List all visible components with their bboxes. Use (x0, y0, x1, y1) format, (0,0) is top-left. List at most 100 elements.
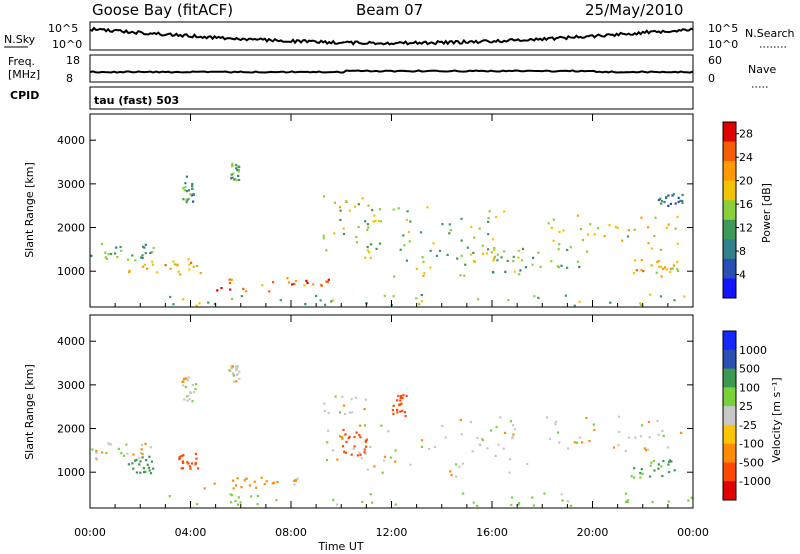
echo-cell (104, 251, 107, 254)
echo-cell (380, 424, 383, 427)
echo-cell (296, 477, 299, 480)
echo-cell (147, 466, 150, 469)
echo-cell (422, 260, 425, 263)
echo-cell (188, 263, 191, 266)
echo-cell (184, 186, 187, 189)
echo-cell (268, 290, 271, 293)
echo-cell (406, 210, 409, 213)
echo-cell (345, 440, 348, 444)
echo-cell (650, 264, 653, 267)
echo-cell (287, 281, 291, 284)
echo-cell (461, 462, 465, 465)
echo-cell (131, 462, 134, 465)
noise-tick-top-left: 10^5 (48, 22, 78, 35)
echo-cell (146, 267, 149, 270)
echo-cell (640, 216, 643, 219)
echo-cell (396, 411, 399, 414)
y-tick-label: 2000 (57, 423, 85, 436)
echo-cell (641, 472, 644, 475)
echo-cell (420, 439, 423, 442)
echo-cell (485, 252, 489, 255)
echo-cell (192, 200, 195, 203)
echo-cell (558, 243, 561, 246)
echo-cell (230, 494, 233, 497)
echo-cell (364, 256, 367, 259)
echo-cell (560, 264, 563, 267)
echo-cell (375, 247, 378, 250)
y-tick-label: 4000 (57, 134, 85, 147)
echo-cell (228, 281, 232, 285)
echo-cell (364, 440, 367, 443)
echo-cell (327, 429, 330, 432)
echo-cell (391, 409, 394, 412)
echo-cell (363, 408, 366, 411)
echo-cell (665, 226, 668, 229)
echo-cell (554, 423, 557, 426)
echo-cell (377, 219, 380, 223)
echo-cell (138, 463, 141, 466)
echo-cell (581, 238, 584, 242)
echo-cell (325, 280, 328, 283)
echo-cell (478, 443, 481, 446)
echo-cell (657, 433, 660, 436)
echo-cell (592, 423, 595, 426)
echo-cell (667, 194, 670, 197)
echo-cell (533, 295, 536, 298)
echo-cell (127, 258, 130, 261)
echo-cell (135, 458, 138, 461)
echo-cell (182, 384, 185, 387)
colorbar-segment (723, 424, 736, 445)
echo-cell (650, 247, 654, 250)
echo-cell (104, 256, 107, 259)
echo-cell (191, 187, 194, 190)
echo-cell (344, 433, 347, 436)
echo-cell (184, 385, 187, 389)
echo-cell (470, 225, 473, 228)
echo-cell (240, 295, 243, 298)
echo-cell (486, 447, 489, 450)
echo-cell (493, 247, 496, 250)
echo-cell (481, 439, 484, 442)
echo-cell (358, 451, 361, 454)
echo-cell (184, 182, 187, 185)
echo-cell (237, 174, 240, 177)
echo-cell (291, 283, 294, 286)
echo-cell (676, 215, 679, 218)
echo-cell (194, 463, 197, 466)
echo-cell (183, 398, 186, 401)
echo-cell (236, 165, 239, 168)
echo-cell (140, 443, 143, 447)
echo-cell (667, 500, 670, 503)
echo-cell (355, 235, 358, 239)
echo-cell (185, 190, 188, 193)
echo-cell (662, 460, 665, 463)
power-colorbar: 4 8 12 16 20 24 28 (722, 121, 753, 299)
echo-cell (381, 471, 384, 474)
echo-cell (383, 294, 386, 297)
echo-cell (512, 433, 515, 436)
echo-cell (673, 299, 676, 302)
echo-cell (231, 164, 234, 167)
y-tick-label: 2000 (57, 222, 85, 235)
velocity-ylabel: Slant Range [km] (23, 364, 36, 460)
echo-cell (340, 436, 343, 439)
echo-cell (665, 196, 668, 199)
station-title: Goose Bay (fitACF) (92, 1, 233, 19)
cpid-text: tau (fast) 503 (94, 94, 179, 107)
echo-cell (657, 467, 660, 470)
x-tick-label: 16:00 (476, 526, 508, 539)
echo-cell (588, 439, 591, 443)
echo-cell (342, 404, 346, 407)
echo-cell (624, 449, 627, 453)
echo-cell (496, 259, 499, 262)
echo-cell (234, 163, 238, 167)
echo-cell (654, 216, 657, 219)
echo-cell (472, 260, 475, 263)
echo-cell (387, 430, 390, 433)
echo-cell (550, 226, 553, 229)
echo-cell (359, 424, 362, 427)
colorbar-segment (723, 387, 736, 407)
echo-cell (645, 449, 648, 452)
echo-cell (348, 435, 351, 438)
echo-cell (114, 252, 117, 255)
